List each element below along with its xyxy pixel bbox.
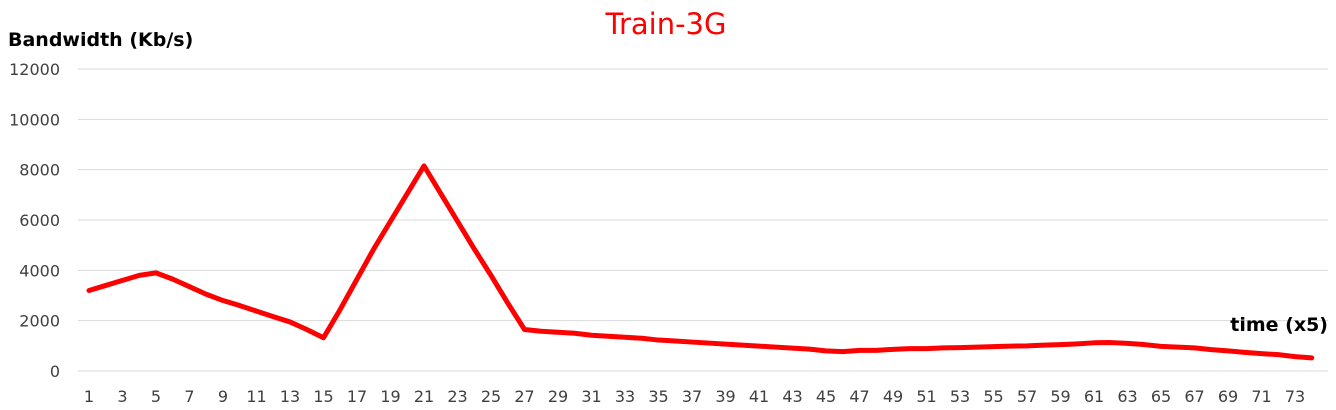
- x-tick-label: 35: [648, 387, 668, 406]
- y-axis-ticks: 0 2000 4000 6000 8000 10000 12000: [9, 60, 60, 381]
- x-tick-label: 5: [151, 387, 161, 406]
- x-tick-label: 45: [816, 387, 836, 406]
- x-tick-label: 71: [1251, 387, 1271, 406]
- x-tick-label: 43: [782, 387, 802, 406]
- x-tick-label: 39: [715, 387, 735, 406]
- x-tick-label: 51: [916, 387, 936, 406]
- x-tick-label: 33: [615, 387, 635, 406]
- x-tick-label: 21: [414, 387, 434, 406]
- x-tick-label: 65: [1151, 387, 1171, 406]
- x-tick-label: 7: [184, 387, 194, 406]
- x-tick-label: 29: [548, 387, 568, 406]
- x-tick-label: 1: [84, 387, 94, 406]
- y-tick-label: 10000: [9, 110, 60, 129]
- x-tick-label: 53: [950, 387, 970, 406]
- x-tick-label: 67: [1184, 387, 1204, 406]
- x-axis-ticks: 1 3 5 7 9 11 13 15 17 19 21 23 25 27 29 31 33 35 37 39 41 43 4…: [84, 387, 1305, 406]
- y-tick-label: 8000: [19, 161, 60, 180]
- y-tick-label: 4000: [19, 261, 60, 280]
- x-tick-label: 69: [1218, 387, 1238, 406]
- x-tick-label: 61: [1084, 387, 1104, 406]
- x-tick-label: 25: [481, 387, 501, 406]
- x-tick-label: 17: [347, 387, 367, 406]
- x-tick-label: 13: [280, 387, 300, 406]
- y-tick-label: 6000: [19, 211, 60, 230]
- y-tick-label: 0: [50, 362, 60, 381]
- x-tick-label: 3: [117, 387, 127, 406]
- chart-title: Train-3G: [605, 7, 727, 41]
- x-tick-label: 11: [246, 387, 266, 406]
- x-tick-label: 57: [1017, 387, 1037, 406]
- x-tick-label: 47: [849, 387, 869, 406]
- x-tick-label: 23: [447, 387, 467, 406]
- x-tick-label: 27: [514, 387, 534, 406]
- y-axis-label: Bandwidth (Kb/s): [8, 29, 193, 51]
- x-tick-label: 55: [983, 387, 1003, 406]
- x-tick-label: 31: [581, 387, 601, 406]
- x-tick-label: 49: [883, 387, 903, 406]
- series-line: [86, 163, 1315, 361]
- x-axis-label: time (x5): [1230, 314, 1328, 336]
- x-tick-label: 15: [313, 387, 333, 406]
- gridlines: [78, 68, 1328, 322]
- x-tick-label: 73: [1285, 387, 1305, 406]
- x-tick-label: 59: [1050, 387, 1070, 406]
- y-tick-label: 12000: [9, 60, 60, 79]
- x-tick-label: 19: [380, 387, 400, 406]
- y-tick-label: 2000: [19, 312, 60, 331]
- x-tick-label: 9: [218, 387, 228, 406]
- x-tick-label: 37: [682, 387, 702, 406]
- x-tick-label: 41: [749, 387, 769, 406]
- x-tick-label: 63: [1117, 387, 1137, 406]
